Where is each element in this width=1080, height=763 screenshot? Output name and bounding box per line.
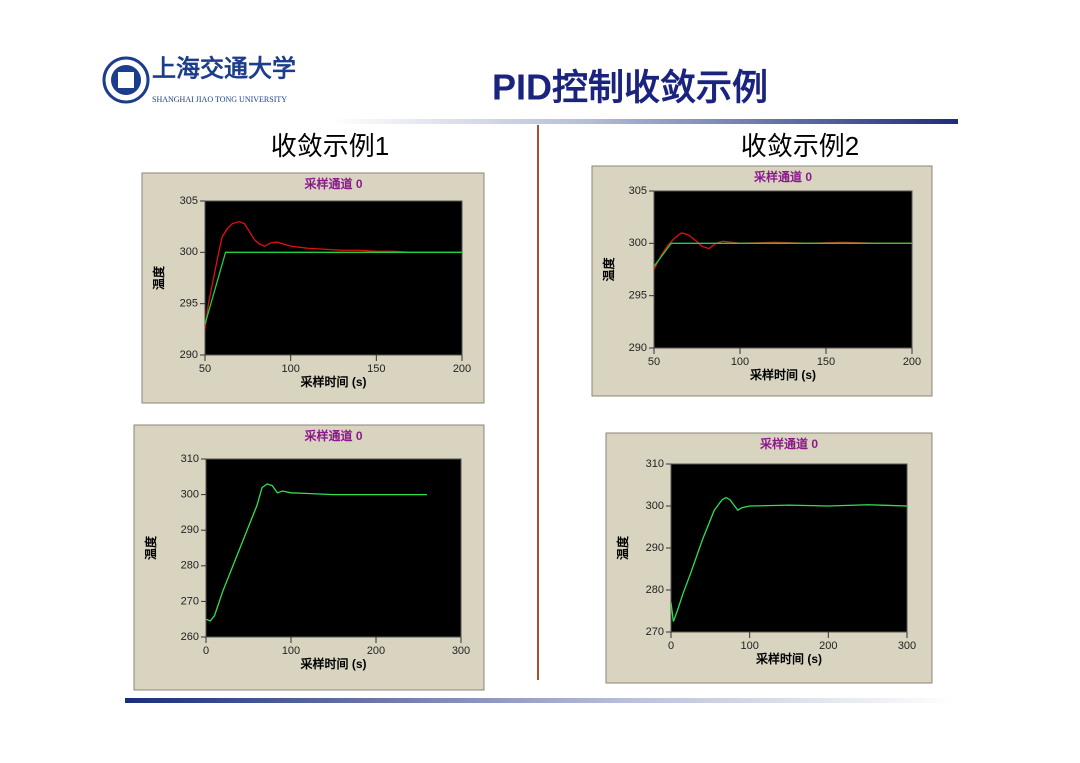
chart-title: 采样通道 0 bbox=[303, 428, 362, 443]
y-tick-label: 300 bbox=[646, 500, 664, 512]
y-tick-label: 295 bbox=[629, 290, 647, 302]
column-title: 收敛示例2 bbox=[741, 131, 859, 161]
chart: 采样通道 0 290 295 300 305 50 100 150 200 采样时间 (s) 温度 bbox=[591, 165, 933, 397]
y-axis-label: 温度 bbox=[143, 535, 158, 560]
x-tick-label: 0 bbox=[668, 640, 674, 652]
logo: 上海交通大学 SHANGHAI JIAO TONG UNIVERSITY bbox=[102, 54, 296, 104]
x-tick-label: 50 bbox=[199, 363, 211, 375]
x-tick-label: 150 bbox=[367, 363, 385, 375]
y-tick-label: 290 bbox=[180, 349, 198, 361]
plot-area bbox=[653, 190, 913, 349]
series-line bbox=[205, 251, 462, 325]
x-tick-label: 50 bbox=[648, 356, 660, 368]
x-tick-label: 0 bbox=[203, 645, 209, 657]
chart: 采样通道 0 290 295 300 305 50 100 150 200 采样时间 (s) 温度 bbox=[141, 172, 485, 404]
y-tick-label: 305 bbox=[629, 185, 647, 197]
y-tick-label: 280 bbox=[181, 560, 199, 572]
chart-title: 采样通道 0 bbox=[303, 176, 362, 191]
y-tick-label: 300 bbox=[180, 246, 198, 258]
footer-bar bbox=[125, 698, 955, 703]
header-bar bbox=[330, 119, 958, 124]
logo-subtext: SHANGHAI JIAO TONG UNIVERSITY bbox=[152, 95, 287, 104]
x-axis-label: 采样时间 (s) bbox=[299, 656, 366, 671]
series-line bbox=[205, 220, 462, 330]
chart: 采样通道 0 270 280 290 300 310 0 100 200 300 采样时间 (s) 温… bbox=[605, 432, 933, 684]
x-axis-label: 采样时间 (s) bbox=[299, 374, 366, 389]
y-tick-label: 300 bbox=[629, 237, 647, 249]
y-tick-label: 310 bbox=[646, 458, 664, 470]
logo-text: 上海交通大学 bbox=[152, 54, 296, 83]
x-axis-label: 采样时间 (s) bbox=[749, 367, 816, 382]
y-axis-label: 温度 bbox=[151, 265, 166, 290]
x-tick-label: 300 bbox=[898, 640, 916, 652]
series-line bbox=[671, 496, 907, 622]
series-line bbox=[654, 242, 912, 267]
series-line bbox=[206, 483, 427, 622]
y-tick-label: 280 bbox=[646, 584, 664, 596]
slide-title: PID控制收敛示例 bbox=[492, 67, 768, 108]
y-axis-label: 温度 bbox=[601, 257, 616, 282]
chart-title: 采样通道 0 bbox=[753, 169, 812, 184]
plot-area bbox=[204, 200, 463, 356]
x-axis-label: 采样时间 (s) bbox=[755, 651, 822, 666]
x-tick-label: 100 bbox=[740, 640, 758, 652]
chart-title: 采样通道 0 bbox=[759, 436, 818, 451]
x-tick-label: 100 bbox=[281, 363, 299, 375]
x-tick-label: 200 bbox=[367, 645, 385, 657]
column-title: 收敛示例1 bbox=[271, 131, 389, 161]
plot-area bbox=[205, 458, 462, 638]
y-tick-label: 290 bbox=[181, 524, 199, 536]
y-tick-label: 305 bbox=[180, 195, 198, 207]
y-tick-label: 270 bbox=[181, 595, 199, 607]
chart: 采样通道 0 260 270 280 290 300 310 0 100 200 300 采样时间 (… bbox=[133, 424, 485, 691]
x-tick-label: 300 bbox=[452, 645, 470, 657]
x-tick-label: 100 bbox=[282, 645, 300, 657]
x-tick-label: 100 bbox=[731, 356, 749, 368]
y-tick-label: 300 bbox=[181, 489, 199, 501]
y-tick-label: 310 bbox=[181, 453, 199, 465]
x-tick-label: 150 bbox=[817, 356, 835, 368]
x-tick-label: 200 bbox=[453, 363, 471, 375]
x-tick-label: 200 bbox=[819, 640, 837, 652]
y-tick-label: 260 bbox=[181, 631, 199, 643]
y-tick-label: 295 bbox=[180, 298, 198, 310]
plot-area bbox=[670, 463, 908, 633]
y-tick-label: 290 bbox=[629, 342, 647, 354]
y-tick-label: 270 bbox=[646, 626, 664, 638]
y-axis-label: 温度 bbox=[615, 535, 630, 560]
y-tick-label: 290 bbox=[646, 542, 664, 554]
x-tick-label: 200 bbox=[903, 356, 921, 368]
